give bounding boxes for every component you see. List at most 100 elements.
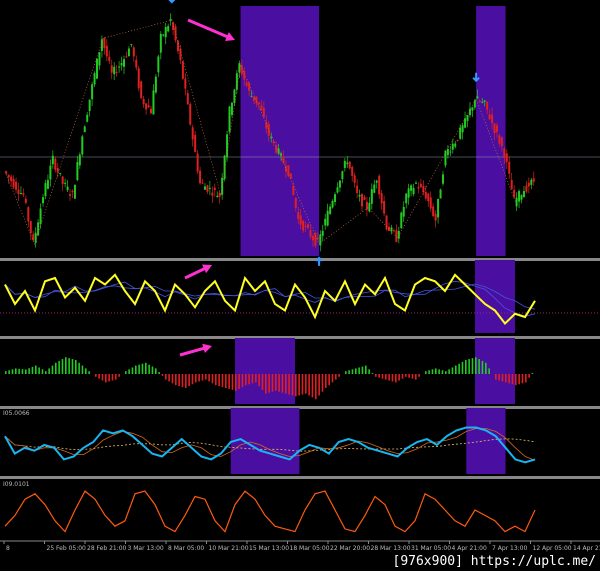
histogram-bar — [301, 374, 304, 395]
histogram-bar — [208, 374, 210, 382]
highlight-zone — [475, 338, 515, 404]
candle — [299, 215, 302, 225]
candle — [93, 73, 96, 85]
histogram-bar — [531, 373, 534, 374]
candle — [110, 65, 113, 73]
histogram-bar — [278, 374, 280, 392]
histogram-bar — [338, 374, 340, 377]
candle — [253, 96, 256, 101]
candle — [392, 230, 395, 232]
histogram-bar — [395, 374, 397, 383]
histogram-bar — [415, 374, 417, 380]
candle — [466, 115, 469, 121]
candle — [429, 197, 432, 209]
candle — [120, 62, 123, 66]
candle — [363, 196, 366, 200]
histogram-bar — [31, 366, 34, 374]
histogram-bar — [505, 374, 507, 383]
candle — [255, 96, 258, 104]
panel-separator — [0, 258, 600, 261]
candle — [152, 90, 155, 115]
candle — [176, 40, 179, 52]
candle — [201, 182, 204, 184]
candle — [24, 198, 27, 203]
arrow-head-icon — [225, 32, 235, 41]
histogram-bar — [238, 374, 240, 389]
histogram-bar — [371, 373, 374, 374]
candle — [454, 143, 457, 147]
histogram-bar — [378, 374, 380, 378]
candle — [73, 184, 76, 199]
indicator-value-label: I05.0066 — [3, 410, 30, 417]
histogram-bar — [171, 374, 174, 384]
signal-line — [4, 428, 536, 461]
arrow-down-icon — [168, 0, 176, 4]
candle — [280, 153, 283, 156]
histogram-bar — [345, 371, 347, 374]
arrow-head-icon — [202, 264, 212, 274]
candle — [449, 151, 452, 153]
candle — [235, 73, 238, 90]
candle — [5, 171, 8, 174]
panel-separator — [0, 406, 600, 409]
candle — [267, 123, 270, 136]
x-tick-label: 28 Feb 21:00 — [87, 545, 127, 552]
candle — [98, 52, 101, 66]
candle — [140, 81, 143, 99]
histogram-bar — [205, 374, 207, 380]
histogram-bar — [101, 374, 104, 381]
candle — [132, 47, 135, 57]
histogram-bar — [158, 372, 160, 374]
histogram-bar — [295, 374, 297, 397]
candle — [432, 206, 435, 217]
candle — [331, 200, 334, 208]
candle — [162, 34, 165, 36]
candle — [123, 59, 126, 67]
candle — [513, 189, 516, 198]
candle — [42, 197, 45, 204]
histogram-bar — [255, 374, 257, 383]
candle — [46, 179, 49, 189]
histogram-bar — [131, 367, 134, 374]
histogram-bar — [358, 367, 360, 374]
x-tick-label: 7 Apr 13:00 — [492, 545, 527, 552]
histogram-bar — [291, 374, 294, 396]
candle — [64, 182, 67, 184]
candle — [159, 33, 162, 53]
candle — [125, 56, 128, 58]
candle — [157, 56, 160, 73]
candle — [81, 136, 84, 155]
candle — [282, 156, 285, 164]
watermark: [976x900] https://uplc.me/ — [392, 554, 597, 569]
candle — [108, 56, 111, 61]
histogram-bar — [288, 374, 290, 395]
histogram-bar — [408, 374, 410, 378]
histogram-bar — [41, 369, 44, 374]
histogram-bar — [401, 374, 404, 379]
candle — [424, 191, 427, 199]
x-tick-label: 22 Mar 20:00 — [330, 545, 370, 552]
candle — [302, 220, 305, 231]
histogram-bar — [98, 374, 100, 379]
candle — [441, 174, 444, 184]
candle — [240, 65, 243, 75]
histogram-bar — [388, 374, 390, 381]
histogram-bar — [461, 361, 464, 374]
candle — [527, 182, 530, 187]
candle — [189, 104, 192, 125]
candle — [12, 178, 15, 188]
candle — [530, 179, 533, 185]
histogram-bar — [11, 369, 14, 374]
histogram-bar — [355, 368, 357, 374]
histogram-bar — [478, 359, 480, 374]
histogram-bar — [368, 369, 370, 374]
candle — [167, 26, 170, 32]
histogram-bar — [451, 367, 454, 374]
x-tick-label: 31 Mar 05:00 — [411, 545, 451, 552]
histogram-bar — [105, 374, 107, 383]
histogram-bar — [261, 374, 264, 390]
candle — [137, 68, 140, 89]
candle — [464, 118, 467, 128]
histogram-bar — [235, 374, 237, 391]
